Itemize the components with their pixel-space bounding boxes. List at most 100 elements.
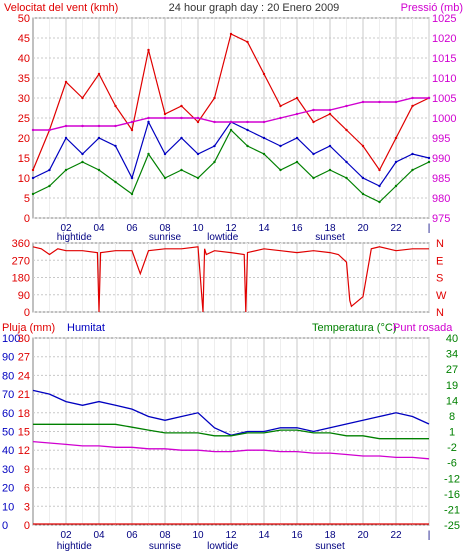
- point-average: [345, 160, 348, 164]
- compass-tick-label: E: [436, 255, 443, 267]
- rain-tick-label: 21: [18, 389, 30, 401]
- point-gust: [130, 128, 134, 132]
- hour-tick-label: 12: [225, 223, 237, 234]
- point-wind: [246, 144, 249, 148]
- direction-tick-label: 270: [12, 255, 30, 267]
- point-wind: [114, 180, 117, 184]
- point-pressure: [378, 100, 381, 104]
- humidity-axis-title: Humitat: [67, 322, 105, 334]
- rain-tick-label: 12: [18, 445, 30, 457]
- point-wind: [97, 168, 101, 172]
- point-gust: [196, 120, 200, 124]
- point-wind: [378, 200, 381, 204]
- hour-tick-label: 18: [324, 530, 336, 541]
- point-average: [262, 136, 266, 140]
- rain-tick-label: 15: [18, 427, 30, 439]
- point-pressure: [48, 128, 51, 132]
- direction-tick-label: 360: [12, 238, 30, 250]
- rain-tick-label: 30: [18, 333, 30, 345]
- point-pressure: [130, 120, 134, 124]
- hour-tick-label: |: [428, 530, 431, 541]
- wind-tick-label: 30: [18, 93, 30, 105]
- point-average: [279, 144, 282, 148]
- point-pressure: [97, 124, 101, 128]
- point-pressure: [262, 120, 266, 124]
- point-wind: [328, 168, 332, 172]
- humidity-tick-label: 70: [2, 389, 14, 401]
- rain-tick-label: 0: [24, 520, 30, 532]
- point-average: [81, 152, 84, 156]
- pressure-tick-label: 1025: [432, 13, 456, 25]
- pressure-tick-label: 980: [432, 193, 450, 205]
- event-label-top: lowtide: [207, 232, 239, 243]
- point-pressure: [81, 124, 84, 128]
- event-label-bottom: sunset: [315, 541, 345, 552]
- point-pressure: [427, 96, 431, 100]
- point-average: [361, 176, 365, 180]
- point-average: [48, 168, 51, 172]
- point-gust: [262, 72, 266, 76]
- point-pressure: [213, 120, 216, 124]
- hour-tick-label: 02: [60, 530, 72, 541]
- humidity-tick-label: 40: [2, 445, 14, 457]
- point-wind: [81, 160, 84, 164]
- hour-tick-label: 02: [60, 223, 72, 234]
- point-average: [97, 136, 101, 140]
- humidity-tick-label: 90: [2, 352, 14, 364]
- point-gust: [64, 80, 68, 84]
- point-wind: [213, 160, 216, 164]
- point-gust: [31, 168, 35, 172]
- point-pressure: [246, 120, 249, 124]
- wind-tick-label: 35: [18, 73, 30, 85]
- point-wind: [279, 168, 282, 172]
- pressure-tick-label: 1020: [432, 33, 456, 45]
- compass-tick-label: N: [436, 238, 444, 250]
- hour-tick-label: 06: [126, 530, 138, 541]
- temperature-tick-label: -25: [444, 520, 460, 532]
- point-gust: [163, 112, 167, 116]
- point-pressure: [31, 128, 35, 132]
- point-wind: [48, 184, 51, 188]
- compass-tick-label: W: [436, 290, 447, 302]
- point-wind: [180, 168, 183, 172]
- point-average: [246, 128, 249, 132]
- hour-tick-label: 20: [357, 530, 369, 541]
- point-average: [180, 136, 183, 140]
- point-gust: [97, 72, 101, 76]
- point-wind: [427, 160, 431, 164]
- point-average: [295, 136, 299, 140]
- wind-tick-label: 25: [18, 113, 30, 125]
- point-pressure: [163, 116, 167, 120]
- point-gust: [295, 96, 299, 100]
- event-label-bottom: hightide: [57, 541, 92, 552]
- point-pressure: [394, 100, 398, 104]
- series-layer: [31, 32, 431, 525]
- point-pressure: [295, 112, 299, 116]
- point-average: [378, 184, 381, 188]
- hour-tick-label: 12: [225, 530, 237, 541]
- temperature-tick-label: 34: [446, 349, 458, 361]
- point-average: [427, 156, 431, 160]
- point-gust: [246, 40, 249, 44]
- hour-tick-label: 10: [192, 530, 204, 541]
- point-gust: [411, 104, 414, 108]
- hour-tick-label: 10: [192, 223, 204, 234]
- humidity-tick-label: 0: [2, 520, 8, 532]
- point-pressure: [279, 116, 282, 120]
- point-pressure: [196, 116, 200, 120]
- point-average: [328, 144, 332, 148]
- wind-tick-label: 40: [18, 53, 30, 65]
- point-pressure: [180, 116, 183, 120]
- pressure-axis-title: Pressió (mb): [401, 2, 463, 14]
- point-wind: [295, 160, 299, 164]
- temperature-tick-label: -12: [444, 473, 460, 485]
- hour-tick-label: 20: [357, 223, 369, 234]
- point-pressure: [312, 108, 315, 112]
- event-label-top: sunrise: [149, 232, 182, 243]
- point-gust: [345, 128, 348, 132]
- temperature-tick-label: -2: [447, 442, 457, 454]
- point-wind: [147, 152, 150, 156]
- point-average: [163, 152, 167, 156]
- temperature-tick-label: 40: [446, 333, 458, 345]
- hour-tick-label: 16: [291, 530, 303, 541]
